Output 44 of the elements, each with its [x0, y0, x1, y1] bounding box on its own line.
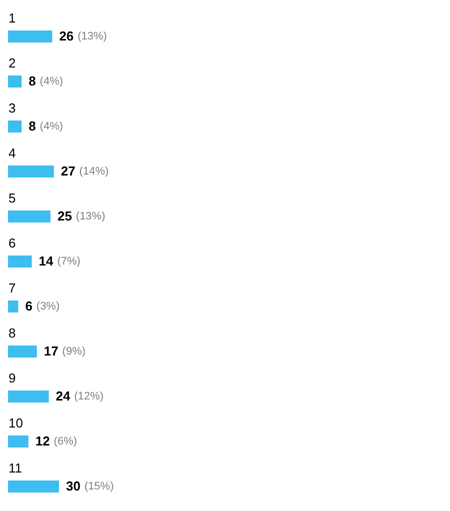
annotation: (4%) [40, 120, 64, 132]
data-label: 14 [38, 254, 54, 268]
y-tick-label: 9 [8, 370, 16, 386]
bar [8, 480, 59, 493]
data-label: 8 [28, 118, 36, 134]
annotation: (6%) [54, 436, 78, 448]
bar [8, 210, 50, 223]
y-tick-label: 7 [8, 280, 16, 296]
data-label: 26 [59, 28, 74, 44]
bar [8, 75, 22, 88]
annotation: (13%) [78, 30, 107, 42]
y-tick-label: 8 [8, 326, 16, 340]
bar [8, 345, 37, 358]
y-tick-label: 1 [8, 10, 16, 26]
y-tick-label: 2 [8, 56, 16, 70]
annotation: (9%) [62, 346, 86, 358]
bar [8, 435, 28, 448]
y-tick-label: 3 [8, 100, 16, 116]
y-tick-label: 6 [8, 236, 16, 250]
bar [8, 165, 54, 178]
bar [8, 255, 32, 268]
y-tick-label: 11 [8, 460, 22, 476]
y-tick-label: 10 [8, 416, 23, 430]
data-label: 17 [44, 344, 58, 358]
bar [8, 300, 18, 313]
data-label: 27 [60, 164, 76, 178]
annotation: (12%) [74, 390, 104, 402]
annotation: (4%) [40, 76, 64, 88]
data-label: 12 [35, 434, 50, 448]
data-label: 25 [58, 208, 72, 224]
bar [8, 390, 49, 403]
data-label: 6 [25, 298, 32, 314]
data-label: 8 [28, 74, 36, 88]
y-tick-label: 4 [8, 146, 16, 160]
bar [8, 30, 52, 43]
annotation: (13%) [76, 210, 106, 222]
annotation: (7%) [57, 256, 80, 268]
annotation: (3%) [36, 300, 60, 312]
y-tick-label: 5 [8, 190, 16, 206]
annotation: (14%) [79, 166, 109, 178]
annotation: (15%) [84, 480, 114, 492]
data-label: 24 [56, 388, 72, 404]
data-label: 30 [66, 478, 80, 494]
bar [8, 120, 22, 133]
